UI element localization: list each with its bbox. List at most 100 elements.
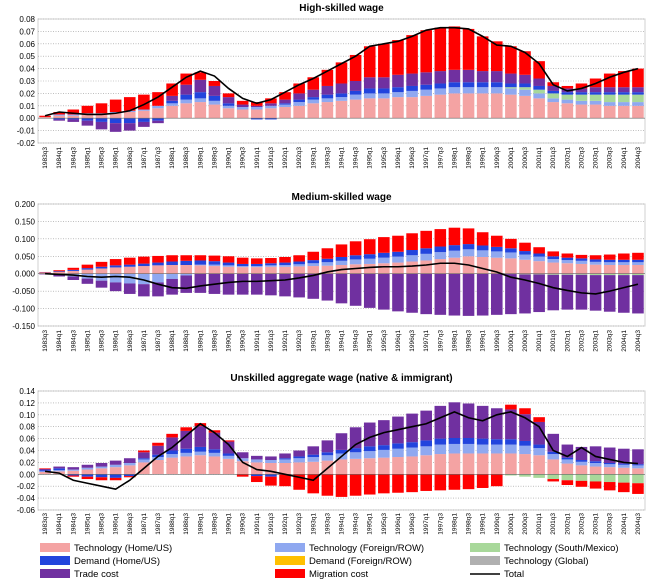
bar-segment — [39, 470, 51, 472]
bar-segment — [152, 282, 164, 297]
bar-segment — [265, 476, 277, 486]
bar-segment — [533, 455, 545, 475]
bar-segment — [109, 259, 122, 266]
bar-segment — [180, 255, 193, 261]
bar-segment — [533, 274, 545, 313]
bar-segment — [575, 254, 588, 259]
bar-segment — [307, 251, 320, 261]
bar-segment — [138, 118, 150, 122]
bar-segment — [138, 284, 150, 297]
bar-segment — [575, 260, 588, 264]
bar-segment — [575, 94, 588, 101]
bar-segment — [208, 430, 221, 433]
bar-segment — [378, 252, 390, 258]
bar-segment — [293, 93, 305, 100]
bar-segment — [363, 474, 376, 495]
bar-segment — [180, 456, 193, 475]
bar-segment — [265, 273, 277, 296]
bar-segment — [589, 474, 602, 482]
bar-segment — [406, 233, 418, 251]
bar-segment — [363, 422, 376, 447]
bar-segment — [448, 87, 461, 94]
bar-segment — [575, 258, 588, 261]
x-tick-label: 1996q1 — [395, 513, 402, 535]
bar-segment — [335, 260, 348, 265]
bar-segment — [476, 256, 489, 274]
y-tick-label: -0.02 — [17, 139, 36, 148]
bar-segment — [251, 273, 263, 295]
bar-segment — [123, 273, 136, 284]
bar-segment — [265, 265, 277, 267]
bar-segment — [533, 261, 545, 274]
bar-segment — [406, 90, 418, 98]
bar-segment — [575, 263, 588, 274]
bar-segment — [392, 251, 404, 257]
bar-segment — [138, 273, 150, 285]
bar-segment — [533, 78, 545, 86]
legend: Technology (Home/US) Technology (Foreign/… — [40, 543, 619, 580]
bar-segment — [434, 444, 447, 455]
x-tick-label: 1997q1 — [423, 147, 430, 169]
bar-segment — [138, 109, 150, 111]
x-tick-label: 2002q1 — [564, 513, 571, 535]
y-tick-label: 0.12 — [19, 399, 35, 408]
bar-segment — [363, 46, 376, 78]
x-tick-label: 1990q1 — [226, 330, 233, 352]
x-tick-label: 1996q1 — [395, 330, 402, 352]
x-tick-label: 2001q3 — [550, 513, 557, 535]
bar-segment — [222, 93, 235, 98]
bar-segment — [95, 477, 108, 481]
legend-label: Technology (South/Mexico) — [504, 543, 619, 554]
bar-segment — [152, 442, 164, 446]
x-tick-label: 1984q1 — [56, 330, 63, 352]
bar-segment — [53, 115, 65, 119]
x-tick-label: 2004q1 — [621, 330, 628, 352]
bar-segment — [420, 89, 432, 96]
bar-segment — [307, 99, 320, 104]
bar-segment — [307, 97, 320, 100]
bar-segment — [81, 268, 94, 270]
bar-segment — [194, 273, 207, 293]
bar-segment — [222, 266, 235, 274]
bar-segment — [448, 250, 461, 258]
y-tick-label: 0.04 — [19, 65, 35, 74]
bar-segment — [519, 83, 531, 88]
bar-segment — [603, 105, 616, 119]
x-tick-label: 1990q3 — [240, 513, 247, 535]
bar-segment — [279, 458, 291, 460]
bar-segment — [95, 261, 108, 267]
bar-segment — [575, 100, 588, 105]
x-tick-label: 1991q3 — [268, 330, 275, 352]
bar-segment — [293, 264, 305, 267]
bar-segment — [505, 94, 517, 119]
bar-segment — [392, 443, 404, 449]
y-tick-label: 0.200 — [15, 200, 36, 209]
y-tick-label: 0.00 — [19, 470, 35, 479]
bar-segment — [547, 262, 560, 274]
bar-segment — [349, 259, 362, 265]
bar-segment — [533, 421, 545, 445]
bar-segment — [434, 438, 447, 445]
bar-segment — [194, 455, 207, 475]
x-tick-label: 1989q3 — [211, 513, 218, 535]
bar-segment — [279, 103, 291, 105]
bar-segment — [505, 474, 517, 476]
bar-segment — [95, 280, 108, 288]
bar-segment — [533, 85, 545, 90]
bar-segment — [420, 72, 432, 85]
bar-segment — [618, 482, 630, 493]
bar-segment — [392, 256, 404, 263]
bar-segment — [618, 259, 630, 263]
bar-segment — [392, 474, 404, 493]
bar-segment — [632, 252, 644, 260]
bar-segment — [561, 85, 574, 89]
bar-segment — [67, 109, 80, 115]
bar-segment — [321, 258, 334, 263]
bar-segment — [589, 261, 602, 265]
bar-segment — [208, 456, 221, 475]
bar-segment — [349, 474, 362, 496]
bar-segment — [378, 257, 390, 264]
x-tick-label: 1993q3 — [324, 330, 331, 352]
bar-segment — [547, 259, 560, 263]
bar-segment — [434, 246, 447, 253]
